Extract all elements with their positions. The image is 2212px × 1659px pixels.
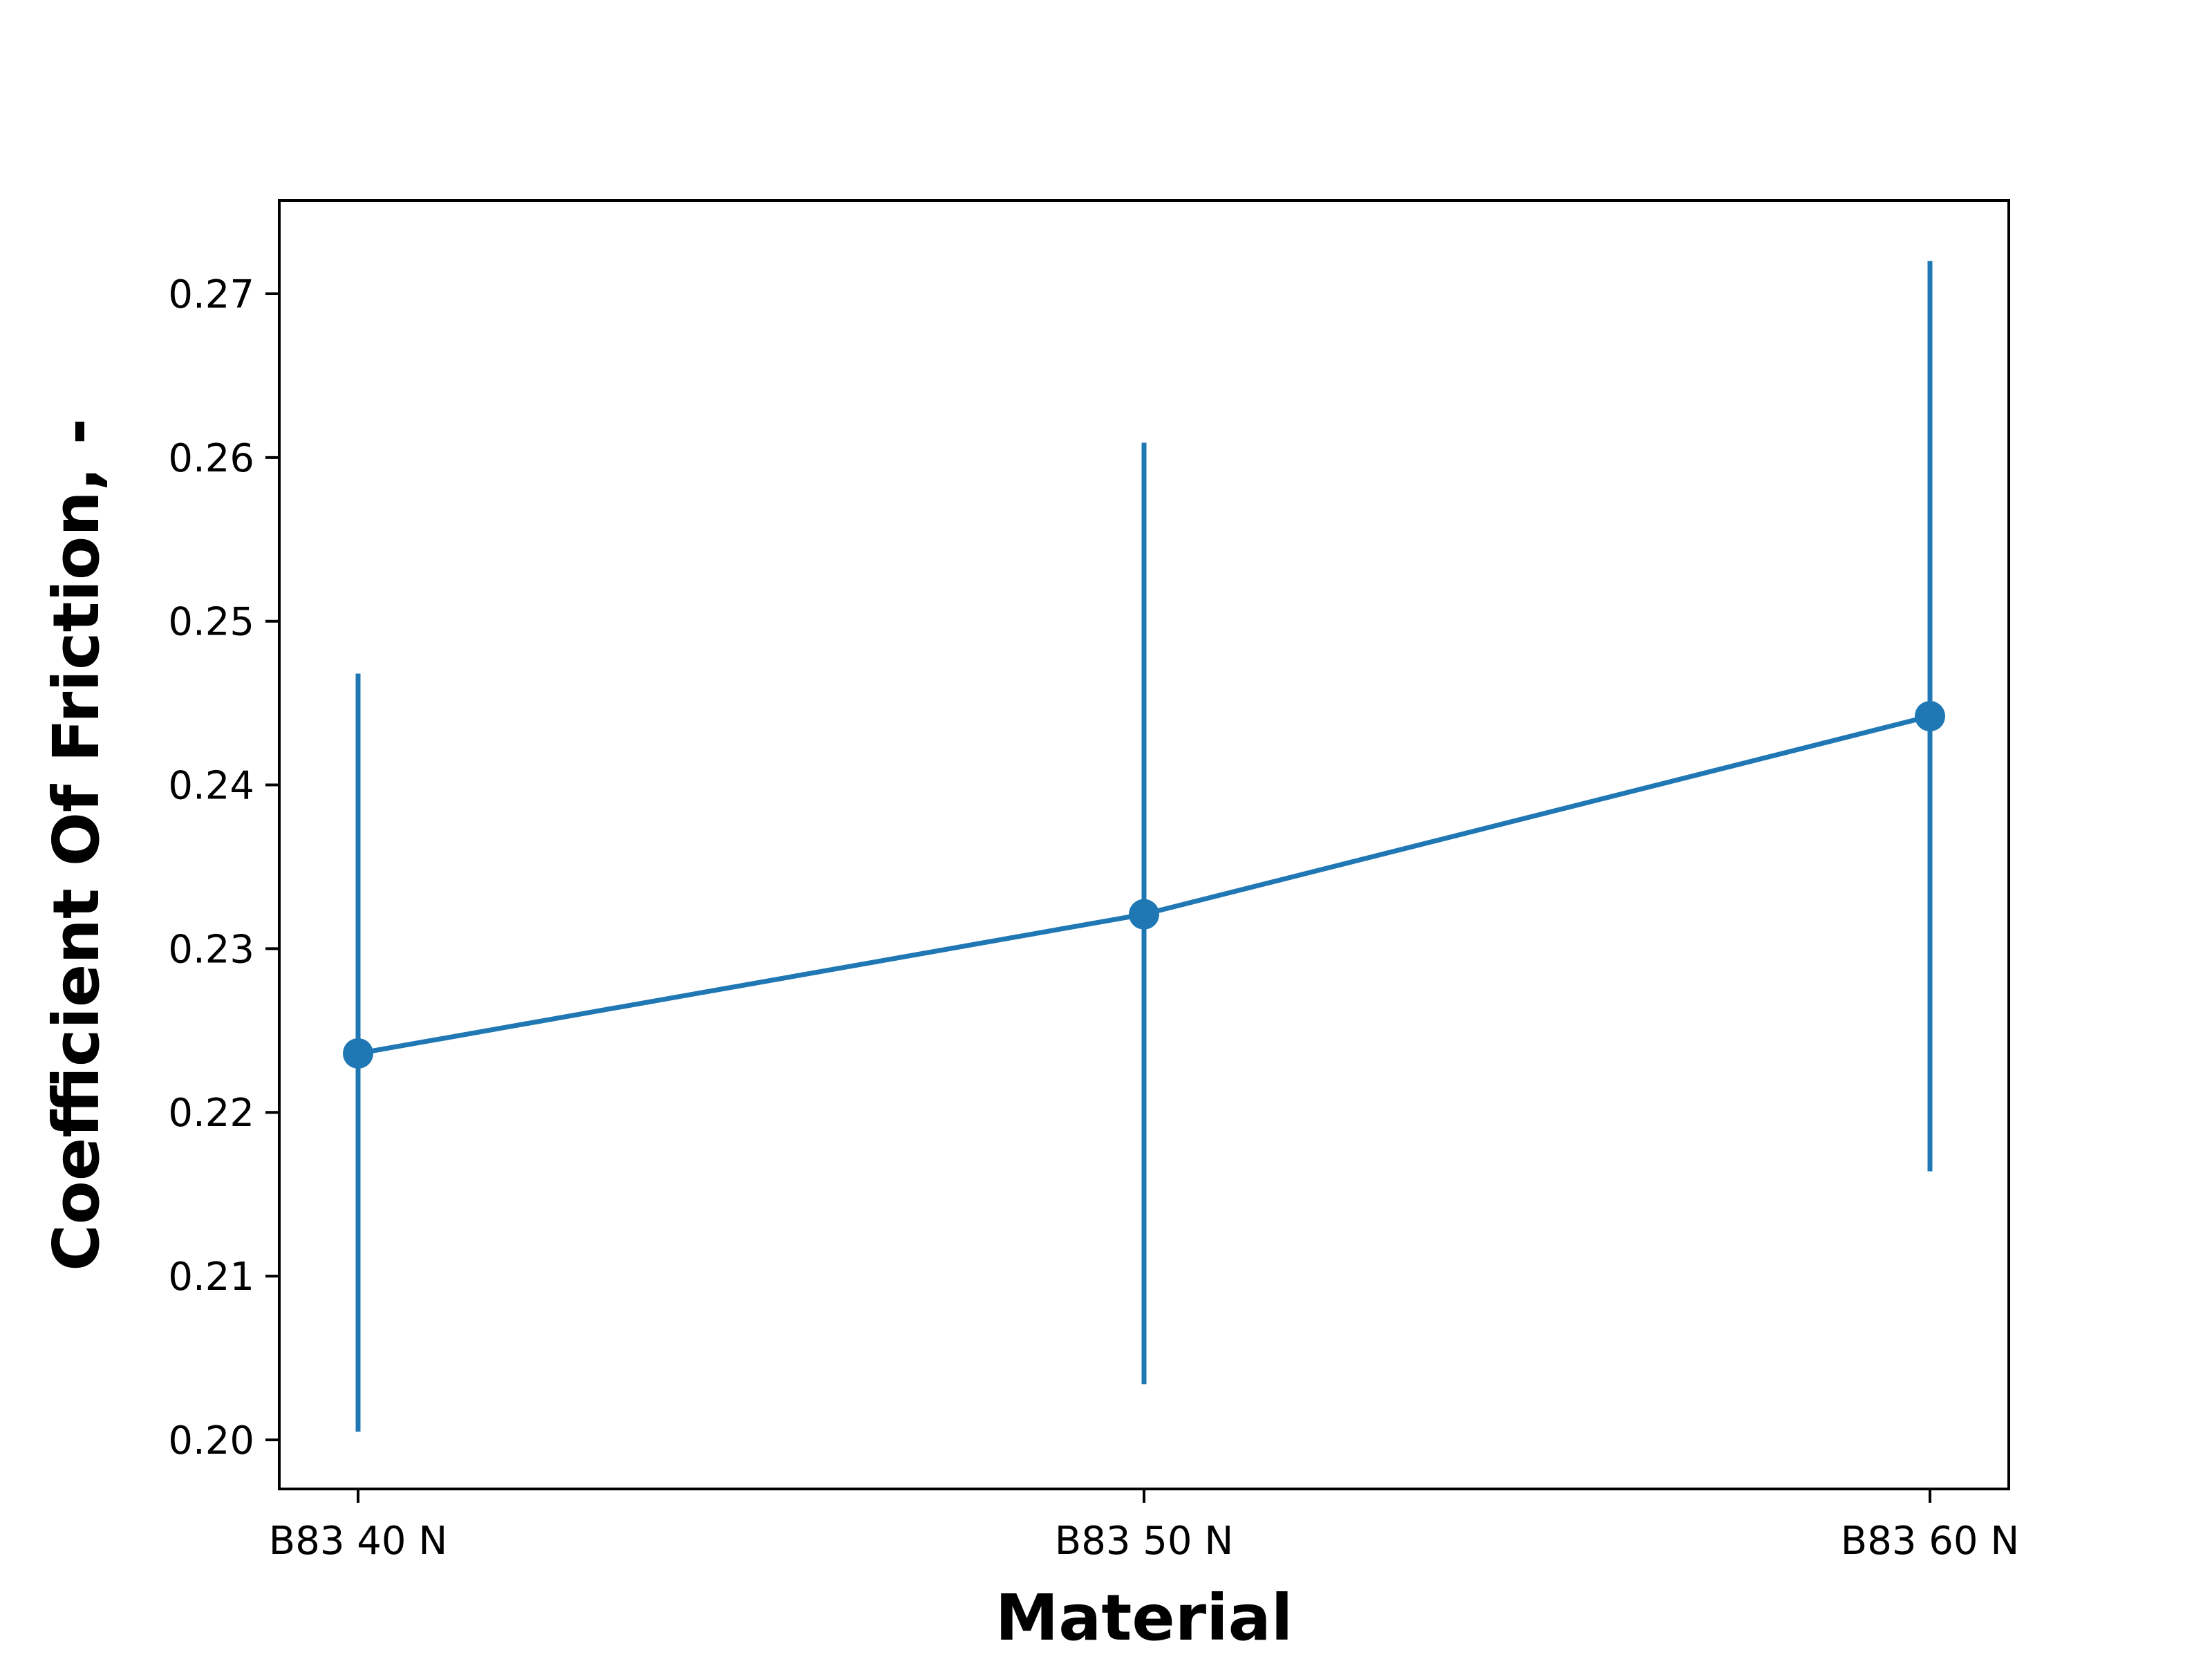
y-tick-label: 0.20 [168,1418,254,1463]
data-point [1129,899,1159,930]
data-markers [343,701,1945,1069]
y-tick-label: 0.21 [168,1255,254,1300]
y-axis-title: Coefficient Of Friction, - [39,418,113,1271]
y-tick-label: 0.23 [168,927,254,972]
y-axis-ticks: 0.20 0.21 0.22 0.23 0.24 0.25 0.26 0.27 [168,272,279,1463]
y-tick-label: 0.26 [168,436,254,481]
x-tick-label: B83 40 N [269,1519,447,1564]
x-tick-label: B83 60 N [1841,1519,2019,1564]
y-tick-label: 0.25 [168,600,254,645]
y-tick-label: 0.24 [168,764,254,809]
x-axis-title: Material [995,1581,1293,1655]
y-tick-label: 0.22 [168,1091,254,1136]
data-point [1915,701,1945,732]
x-axis-ticks: B83 40 N B83 50 N B83 60 N [269,1489,2019,1564]
y-tick-label: 0.27 [168,272,254,317]
x-tick-label: B83 50 N [1055,1519,1233,1564]
data-point [343,1038,373,1069]
